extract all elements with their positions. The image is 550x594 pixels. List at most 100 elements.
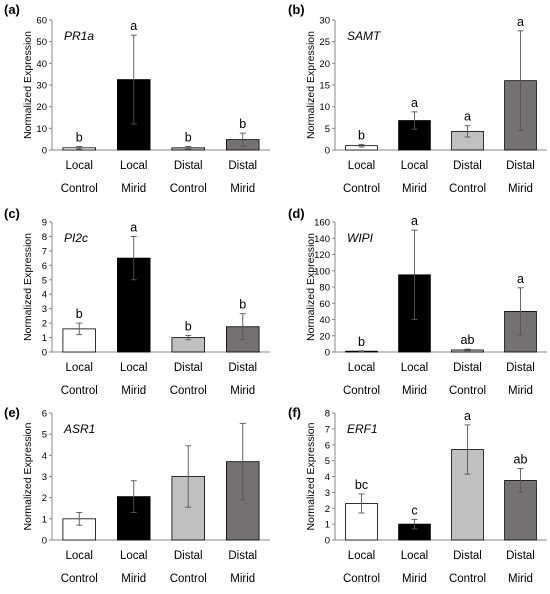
y-tick-label: 7 <box>42 246 47 257</box>
chart-title: ERF1 <box>347 422 378 436</box>
y-axis-label: Normalized Expression <box>22 422 34 530</box>
x-tick-label: Control <box>343 573 380 585</box>
x-tick-label: Control <box>170 183 207 195</box>
significance-letter: a <box>411 96 418 110</box>
chart-panel: (c)Normalized Expression 0 1 2 3 4 5 6 7 8 9 PI2c b L… <box>4 206 270 397</box>
y-tick-label: 6 <box>42 409 47 420</box>
panel-label: (d) <box>288 206 305 221</box>
x-tick-label: Control <box>343 385 380 397</box>
y-tick-label: 2 <box>42 319 47 330</box>
significance-letter: a <box>464 110 471 124</box>
x-tick-label: Distal <box>453 550 482 562</box>
y-axis-label: Normalized Expression <box>22 233 34 341</box>
significance-letter: b <box>239 117 246 131</box>
significance-letter: b <box>358 128 365 142</box>
y-tick-label: 4 <box>42 290 47 301</box>
y-tick-label: 5 <box>325 124 330 135</box>
y-axis-label: Normalized Expression <box>305 422 317 530</box>
x-tick-label: Control <box>61 573 98 585</box>
significance-letter: b <box>358 335 365 349</box>
y-tick-label: 9 <box>42 218 47 229</box>
x-tick-label: Control <box>343 183 380 195</box>
y-tick-label: 2 <box>325 504 330 515</box>
panel-label: (e) <box>4 405 20 420</box>
y-tick-label: 2 <box>42 493 47 504</box>
y-tick-label: 30 <box>36 81 47 92</box>
x-tick-label: Distal <box>506 550 535 562</box>
chart-panel: (a) Normalized Expression 0 10 20 30 40 50 60 PR1… <box>4 2 270 195</box>
y-tick-label: 3 <box>42 472 47 483</box>
x-tick-label: Local <box>348 160 376 172</box>
x-tick-label: Local <box>401 362 429 374</box>
y-axis-label: Normalized Expression <box>22 31 34 139</box>
x-tick-label: Mirid <box>121 385 146 397</box>
y-axis-label: Normalized Expression <box>305 31 317 139</box>
x-tick-label: Local <box>66 160 94 172</box>
x-tick-label: Mirid <box>508 573 533 585</box>
x-tick-label: Control <box>170 573 207 585</box>
y-axis-label: Normalized Expression <box>305 233 317 341</box>
panel-label: (c) <box>4 206 20 221</box>
significance-letter: ab <box>514 453 528 467</box>
chart-panel: (b) Normalized Expression 0 5 10 15 20 25 30 SAMT… <box>288 2 547 195</box>
x-tick-label: Local <box>66 550 94 562</box>
significance-letter: a <box>130 220 137 234</box>
x-tick-label: Distal <box>506 160 535 172</box>
y-tick-label: 15 <box>319 81 330 92</box>
x-tick-label: Distal <box>228 160 257 172</box>
y-tick-label: 1 <box>42 514 47 525</box>
x-tick-label: Distal <box>506 362 535 374</box>
chart-title: SAMT <box>347 29 382 43</box>
y-tick-label: 120 <box>314 250 330 261</box>
significance-letter: a <box>517 272 524 286</box>
x-tick-label: Local <box>401 550 429 562</box>
panel-label: (a) <box>4 2 20 17</box>
chart-panel: (e)Normalized Expression 0 1 2 3 4 5 6 ASR1 Local… <box>4 405 270 585</box>
x-tick-label: Local <box>120 362 148 374</box>
y-tick-label: 60 <box>319 299 330 310</box>
x-tick-label: Local <box>401 160 429 172</box>
significance-letter: b <box>239 298 246 312</box>
y-tick-label: 1 <box>42 333 47 344</box>
significance-letter: c <box>411 503 417 517</box>
significance-letter: b <box>185 131 192 145</box>
panel-label: (f) <box>288 405 301 420</box>
y-tick-label: 20 <box>319 331 330 342</box>
x-tick-label: Mirid <box>230 385 255 397</box>
panel-label: (b) <box>288 2 305 17</box>
y-tick-label: 3 <box>325 488 330 499</box>
y-tick-label: 140 <box>314 234 330 245</box>
y-tick-label: 20 <box>319 59 330 70</box>
x-tick-label: Distal <box>228 550 257 562</box>
significance-letter: a <box>411 214 418 228</box>
chart-title: WIPI <box>347 231 374 245</box>
significance-letter: bc <box>355 478 368 492</box>
y-tick-label: 5 <box>42 275 47 286</box>
x-tick-label: Mirid <box>508 183 533 195</box>
x-tick-label: Distal <box>174 362 203 374</box>
y-tick-label: 80 <box>319 283 330 294</box>
x-tick-label: Mirid <box>230 183 255 195</box>
x-tick-label: Control <box>61 183 98 195</box>
chart-title: ASR1 <box>63 422 95 436</box>
y-tick-label: 40 <box>36 59 47 70</box>
y-tick-label: 0 <box>325 536 330 547</box>
y-tick-label: 5 <box>325 456 330 467</box>
x-tick-label: Distal <box>453 362 482 374</box>
x-tick-label: Local <box>66 362 94 374</box>
x-tick-label: Distal <box>453 160 482 172</box>
y-tick-label: 5 <box>42 430 47 441</box>
y-tick-label: 8 <box>325 409 330 420</box>
y-tick-label: 0 <box>42 146 47 157</box>
y-tick-label: 60 <box>36 16 47 27</box>
chart-panel: (f) Normalized Expression 0 1 2 3 4 5 6 7 8 ERF1 bc L… <box>288 405 547 585</box>
significance-letter: b <box>76 307 83 321</box>
x-tick-label: Distal <box>174 160 203 172</box>
x-tick-label: Mirid <box>121 573 146 585</box>
x-tick-label: Mirid <box>230 573 255 585</box>
y-tick-label: 25 <box>319 37 330 48</box>
significance-letter: a <box>464 409 471 423</box>
significance-letter: ab <box>461 333 475 347</box>
y-tick-label: 8 <box>42 232 47 243</box>
